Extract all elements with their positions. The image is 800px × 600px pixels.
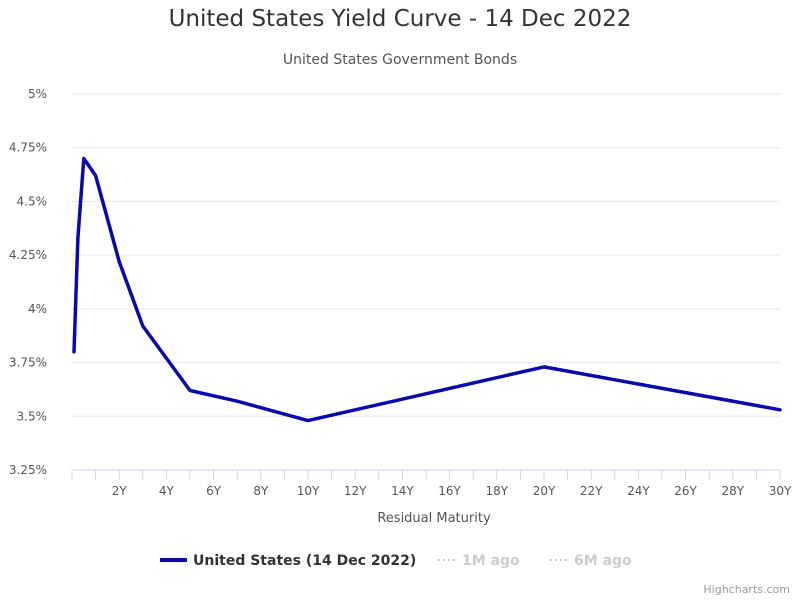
y-tick-label: 3.5% [17,409,48,423]
series-line[interactable] [72,156,782,423]
x-tick-label: 16Y [438,484,461,498]
x-tick-label: 14Y [391,484,414,498]
x-axis-title: Residual Maturity [377,511,491,526]
legend-item-label[interactable]: United States (14 Dec 2022) [193,553,416,569]
y-tick-label: 3.25% [9,463,47,477]
x-tick-label: 22Y [580,484,603,498]
x-tick-label: 24Y [627,484,650,498]
legend-item-label[interactable]: 1M ago [462,553,520,569]
x-tick-label: 12Y [344,484,367,498]
x-tick-label: 6Y [206,484,222,498]
x-tick-label: 30Y [769,484,792,498]
y-tick-label: 4.25% [9,248,47,262]
x-tick-label: 28Y [721,484,744,498]
y-tick-label: 4% [28,302,47,316]
x-tick-label: 8Y [253,484,269,498]
y-tick-label: 4.5% [17,194,48,208]
y-tick-label: 3.75% [9,356,47,370]
y-tick-label: 4.75% [9,141,47,155]
x-tick-label: 2Y [112,484,128,498]
credits-link[interactable]: Highcharts.com [703,583,790,596]
x-tick-label: 10Y [297,484,320,498]
x-tick-label: 26Y [674,484,697,498]
x-tick-label: 18Y [485,484,508,498]
chart-title: United States Yield Curve - 14 Dec 2022 [168,6,632,32]
legend-item-label[interactable]: 6M ago [574,553,632,569]
x-tick-label: 20Y [533,484,556,498]
chart-subtitle: United States Government Bonds [282,52,518,68]
y-tick-label: 5% [28,87,47,101]
x-tick-label: 4Y [159,484,175,498]
